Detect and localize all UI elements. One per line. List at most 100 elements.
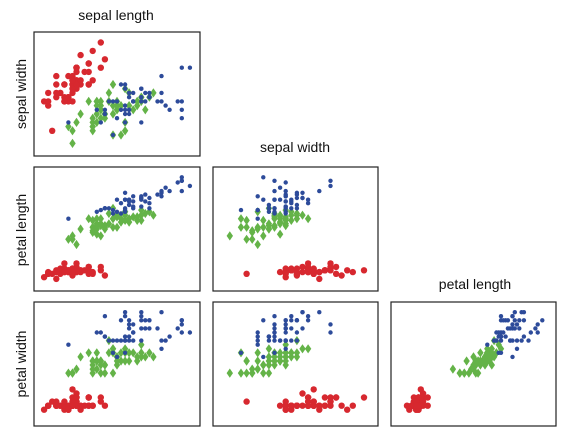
panel-frame-petal-length-vs-sepal-width	[212, 166, 379, 292]
point-s1-6	[299, 344, 306, 354]
point-s0-47	[53, 89, 60, 97]
point-s1-42	[260, 222, 267, 232]
point-s2-30	[167, 107, 172, 113]
point-s1-15	[138, 215, 145, 226]
column-title-petal-length: petal length	[439, 276, 511, 292]
point-s0-45	[61, 268, 68, 276]
point-s2-34	[114, 354, 120, 360]
point-s1-14	[463, 356, 470, 366]
point-s1-43	[456, 368, 463, 378]
point-s1-47	[117, 101, 125, 111]
panel-petal-length-vs-sepal-width	[226, 175, 368, 283]
point-s1-7	[65, 368, 72, 378]
point-s1-44	[265, 219, 273, 229]
point-s1-39	[89, 222, 96, 232]
point-s2-6	[255, 216, 260, 221]
point-s1-33	[109, 109, 117, 119]
panel-frame-sepal-width-vs-sepal-length	[33, 31, 201, 157]
point-s1-35	[304, 214, 312, 224]
point-s2-46	[122, 334, 128, 339]
point-s1-48	[73, 364, 80, 374]
point-s2-29	[283, 346, 288, 351]
point-s0-33	[349, 402, 356, 409]
point-s2-21	[494, 330, 499, 335]
point-s2-30	[272, 334, 277, 339]
point-s2-36	[122, 314, 128, 319]
point-s2-16	[131, 199, 136, 204]
point-s2-29	[283, 194, 288, 199]
point-s2-31	[328, 330, 333, 335]
point-s2-0	[122, 310, 128, 315]
point-s0-41	[243, 398, 250, 405]
point-s1-31	[249, 227, 256, 238]
point-s1-36	[488, 348, 495, 358]
point-s1-49	[271, 356, 278, 366]
point-s2-33	[498, 350, 504, 355]
point-s2-45	[139, 99, 144, 104]
point-s0-34	[65, 94, 72, 101]
point-s2-9	[159, 310, 164, 315]
point-s1-42	[101, 113, 109, 123]
point-s0-14	[101, 402, 109, 409]
point-s2-0	[122, 86, 128, 91]
point-s2-22	[272, 330, 277, 335]
point-s2-49	[106, 99, 112, 104]
point-s2-12	[143, 326, 148, 331]
point-s0-43	[417, 386, 424, 393]
point-s2-23	[266, 209, 272, 214]
point-s1-47	[479, 356, 486, 366]
point-s1-41	[113, 212, 121, 222]
point-s2-25	[519, 338, 524, 343]
point-s0-18	[97, 398, 105, 405]
point-s0-40	[310, 398, 317, 405]
point-s1-26	[142, 105, 149, 115]
point-s2-23	[122, 338, 128, 343]
point-s2-39	[147, 201, 152, 206]
point-s2-47	[131, 330, 136, 335]
point-s1-41	[486, 352, 493, 362]
point-s2-11	[126, 334, 132, 339]
point-s2-39	[505, 326, 511, 331]
point-s0-40	[310, 270, 317, 277]
point-s0-42	[45, 270, 52, 277]
point-s1-37	[121, 356, 129, 366]
point-s2-35	[179, 188, 184, 194]
point-s2-34	[114, 197, 120, 202]
point-s1-29	[260, 368, 267, 378]
point-s2-44	[300, 310, 305, 315]
point-s2-13	[255, 330, 260, 335]
point-s1-25	[134, 215, 141, 226]
point-s0-43	[69, 386, 76, 393]
point-s1-9	[77, 224, 84, 234]
point-s1-12	[109, 368, 117, 378]
point-s2-11	[503, 334, 508, 339]
column-title-sepal-width: sepal width	[260, 139, 330, 155]
point-s1-16	[93, 348, 100, 358]
point-s2-18	[179, 116, 184, 121]
point-s0-14	[338, 402, 345, 409]
point-s2-36	[305, 314, 311, 319]
point-s2-21	[94, 330, 100, 335]
point-s2-19	[110, 350, 116, 355]
point-s0-49	[69, 402, 76, 409]
point-s1-42	[260, 360, 267, 370]
point-s1-29	[97, 368, 104, 378]
point-s2-9	[159, 73, 164, 79]
point-s2-33	[272, 206, 277, 211]
point-s1-48	[73, 239, 80, 250]
point-s1-35	[109, 344, 117, 354]
point-s2-9	[317, 310, 322, 315]
point-s2-31	[187, 65, 193, 70]
point-s1-27	[282, 340, 289, 350]
point-s1-27	[138, 340, 145, 350]
point-s0-46	[327, 402, 334, 409]
point-s2-49	[283, 338, 288, 343]
point-s1-12	[237, 222, 245, 232]
point-s2-20	[147, 195, 152, 201]
point-s1-29	[260, 231, 267, 241]
point-s0-47	[293, 268, 301, 276]
point-s1-17	[265, 368, 273, 378]
point-s1-10	[226, 368, 233, 378]
point-s2-28	[510, 326, 515, 331]
point-s1-33	[497, 344, 505, 354]
